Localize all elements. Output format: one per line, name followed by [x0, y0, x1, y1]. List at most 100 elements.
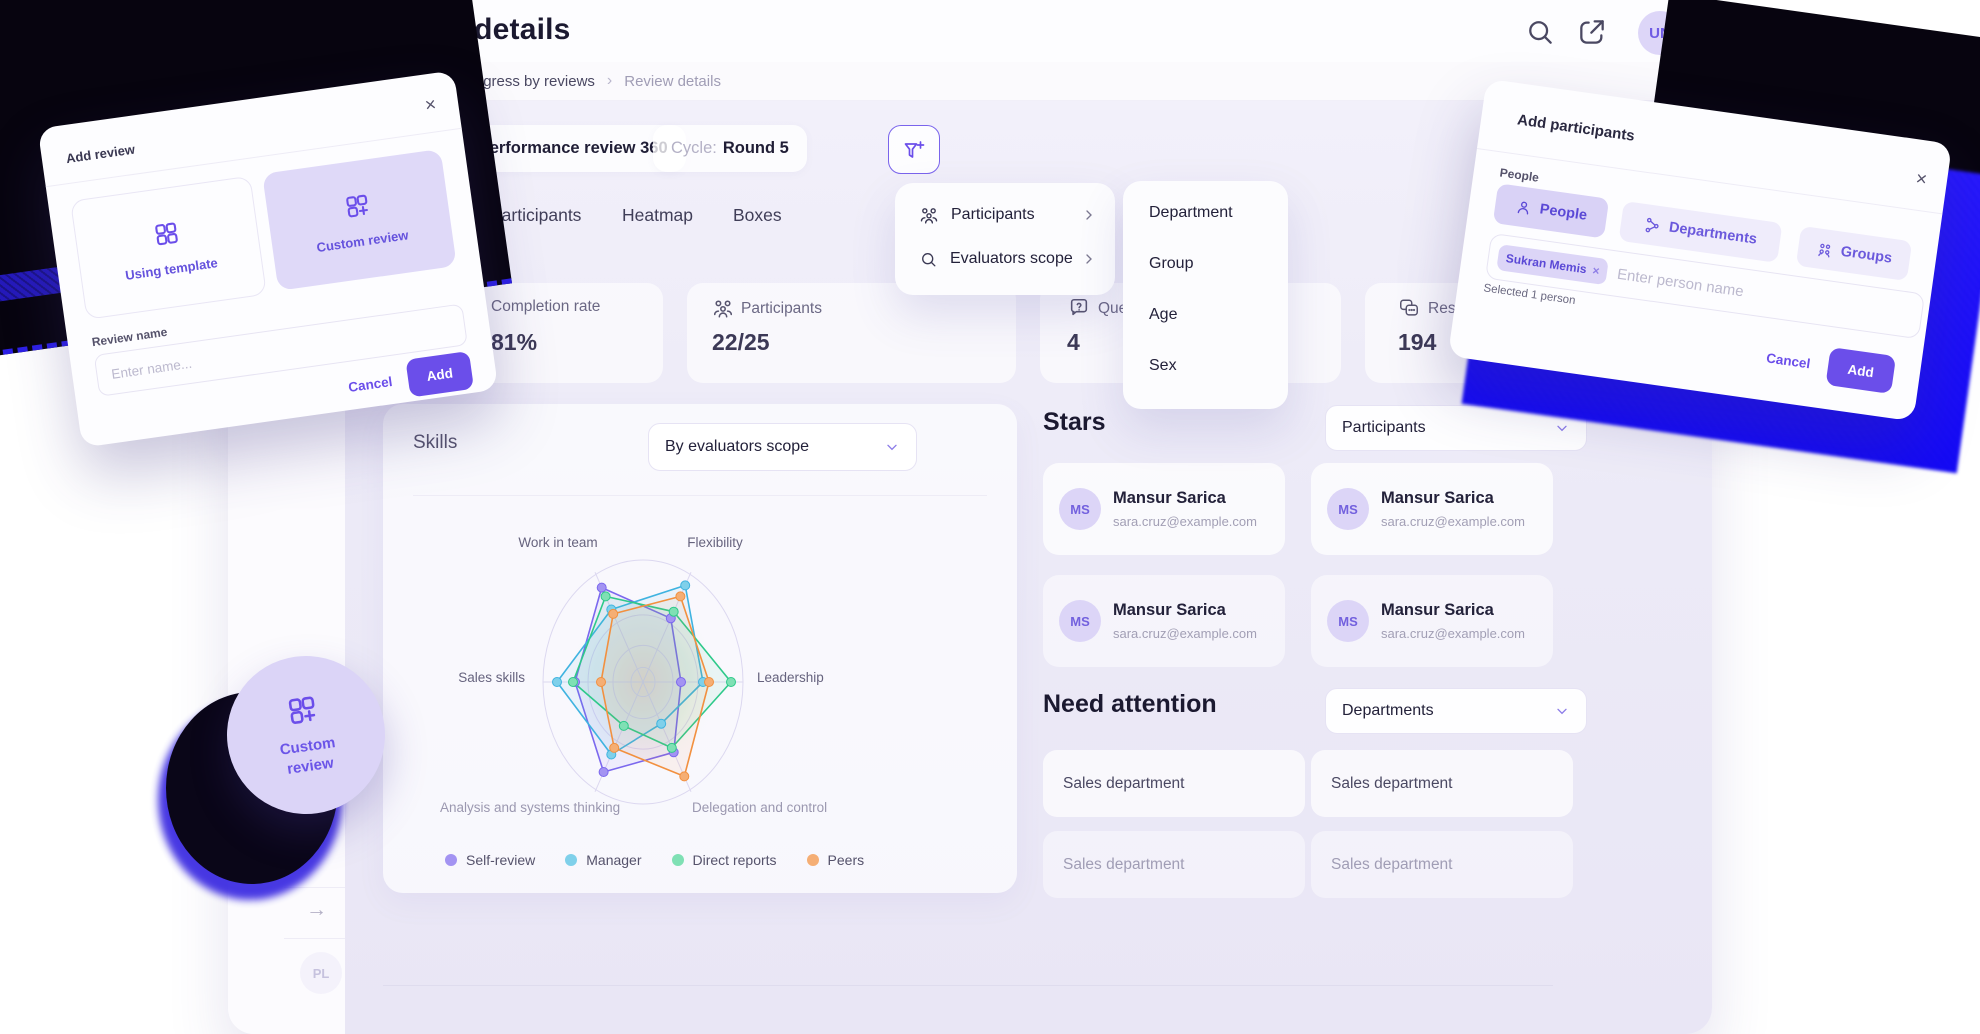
avatar: MS	[1327, 488, 1369, 530]
grid-plus-icon	[346, 194, 368, 217]
submenu-item-group[interactable]: Group	[1149, 254, 1194, 272]
person-name: Mansur Sarica	[1381, 601, 1494, 619]
legend-label: Peers	[827, 852, 865, 868]
open-in-new-icon[interactable]	[1576, 16, 1608, 48]
tab-departments[interactable]: Departments	[1618, 200, 1783, 263]
org-nodes-icon	[1645, 217, 1659, 232]
filter-button[interactable]	[888, 125, 940, 174]
cycle-filter-value: Round 5	[722, 139, 789, 157]
legend-label: Manager	[586, 852, 642, 868]
star-card[interactable]: MS Mansur Sarica sara.cruz@example.com	[1043, 463, 1285, 555]
add-button[interactable]: Add	[405, 350, 475, 398]
skills-title: Skills	[413, 432, 458, 453]
grid-plus-icon	[288, 696, 316, 724]
cycle-filter-chip[interactable]: Cycle: Round 5	[653, 125, 807, 172]
tab-participants[interactable]: Participants	[490, 205, 582, 225]
tab-groups[interactable]: Groups	[1795, 225, 1913, 282]
axis-label-flexibility: Flexibility	[687, 535, 743, 550]
submenu-item-age[interactable]: Age	[1149, 305, 1178, 323]
person-name: Mansur Sarica	[1381, 489, 1494, 507]
axis-label-work-in-team: Work in team	[518, 535, 598, 550]
custom-review-floating-badge[interactable]: Custom review	[216, 645, 396, 825]
review-filter-value: Performance review 360	[478, 139, 668, 157]
star-card[interactable]: MS Mansur Sarica sara.cruz@example.com	[1311, 575, 1553, 667]
need-attention-filter-select[interactable]: Departments	[1325, 688, 1587, 734]
badge-label: Custom review	[278, 733, 337, 778]
tab-people[interactable]: People	[1492, 183, 1610, 239]
close-icon[interactable]: ×	[1914, 168, 1929, 191]
add-review-modal: Add review × Using template Custom revie…	[37, 70, 499, 448]
breadcrumb-item-progress[interactable]: Progress by reviews	[459, 72, 595, 90]
legend-dot-icon	[565, 854, 578, 866]
tab-boxes[interactable]: Boxes	[733, 205, 782, 225]
axis-label-sales-skills: Sales skills	[458, 670, 525, 685]
menu-item-participants[interactable]: Participants	[895, 193, 1115, 237]
people-cluster-icon	[1818, 243, 1831, 257]
person-email: sara.cruz@example.com	[1113, 626, 1257, 641]
legend-item-peers: Peers	[806, 852, 865, 868]
legend-item-self-review: Self-review	[445, 852, 535, 868]
skills-divider	[413, 495, 987, 496]
magnifier-icon	[922, 252, 936, 267]
person-email: sara.cruz@example.com	[1381, 514, 1525, 529]
chevron-right-icon: ›	[606, 72, 613, 89]
add-review-modal-title: Add review	[65, 141, 136, 167]
option-using-template[interactable]: Using template	[69, 175, 267, 320]
axis-label-delegation: Delegation and control	[692, 800, 828, 815]
evaluators-scope-select[interactable]: By evaluators scope	[648, 423, 917, 471]
option-label: Using template	[124, 254, 219, 283]
stat-value: 22/25	[712, 329, 770, 355]
legend-dot-icon	[671, 854, 684, 866]
star-card[interactable]: MS Mansur Sarica sara.cruz@example.com	[1311, 463, 1553, 555]
menu-item-evaluators-scope[interactable]: Evaluators scope	[895, 237, 1115, 281]
option-custom-review[interactable]: Custom review	[262, 148, 457, 291]
legend-dot-icon	[806, 854, 819, 866]
chat-bubbles-icon	[1400, 299, 1418, 316]
axis-label-analysis: Analysis and systems thinking	[440, 800, 621, 815]
select-value: By evaluators scope	[665, 438, 810, 455]
selected-person-chip[interactable]: Sukran Memis ×	[1496, 244, 1610, 286]
sidebar-divider-bottom	[284, 938, 345, 939]
submenu-item-department[interactable]: Department	[1149, 203, 1233, 221]
people-icon	[713, 300, 733, 318]
stat-card-participants: Participants 22/25	[687, 283, 1016, 383]
department-card[interactable]: Sales department	[1311, 750, 1573, 817]
tab-label: People	[1538, 201, 1589, 224]
department-card[interactable]: Sales department	[1043, 750, 1305, 817]
star-card[interactable]: MS Mansur Sarica sara.cruz@example.com	[1043, 575, 1285, 667]
person-icon	[1517, 201, 1528, 214]
chevron-down-icon	[1557, 425, 1567, 432]
tab-label: Departments	[1667, 219, 1758, 248]
context-menu: Participants Evaluators scope	[895, 183, 1115, 295]
chevron-down-icon	[1557, 708, 1567, 715]
legend-item-direct-reports: Direct reports	[671, 852, 777, 868]
people-section-label: People	[1498, 165, 1540, 185]
tab-heatmap[interactable]: Heatmap	[622, 205, 694, 225]
expand-sidebar-arrow-icon[interactable]: →	[306, 898, 327, 921]
chevron-right-icon	[1086, 254, 1092, 264]
skills-panel: Skills By evaluators scope Work in team …	[383, 404, 1017, 893]
department-card[interactable]: Sales department	[1311, 831, 1573, 898]
department-card[interactable]: Sales department	[1043, 831, 1305, 898]
option-label: Custom review	[315, 226, 410, 255]
add-participants-modal: Add participants × People People Departm…	[1447, 78, 1953, 422]
chip-label: Sukran Memis	[1505, 251, 1588, 277]
person-email: sara.cruz@example.com	[1113, 514, 1257, 529]
cancel-button[interactable]: Cancel	[347, 373, 394, 395]
submenu-item-sex[interactable]: Sex	[1149, 356, 1177, 374]
context-submenu: Department Group Age Sex	[1123, 181, 1288, 409]
add-button[interactable]: Add	[1825, 347, 1897, 394]
search-icon[interactable]	[1524, 16, 1556, 48]
chip-remove-icon[interactable]: ×	[1591, 263, 1601, 279]
close-icon[interactable]: ×	[423, 94, 438, 117]
stat-value: 194	[1398, 329, 1437, 355]
cancel-button[interactable]: Cancel	[1765, 350, 1812, 372]
chevron-right-icon	[1086, 210, 1092, 220]
grid-2x2-icon	[155, 222, 178, 245]
legend-dot-icon	[445, 854, 457, 866]
legend-item-manager: Manager	[565, 852, 642, 868]
stars-title: Stars	[1043, 408, 1106, 436]
legend-label: Direct reports	[692, 852, 777, 868]
sidebar-user-badge[interactable]: PL	[300, 952, 342, 994]
content-bottom-divider	[383, 985, 1553, 986]
